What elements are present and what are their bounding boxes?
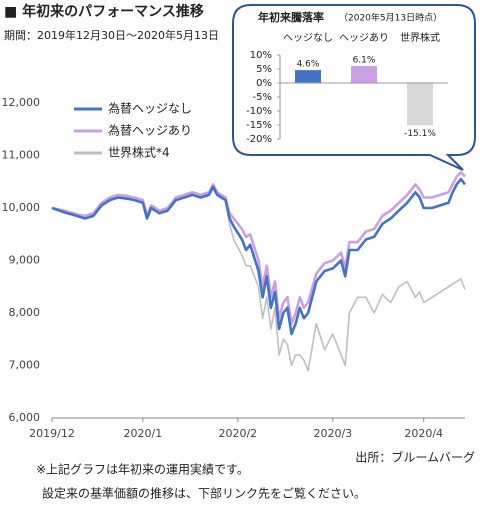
value-label: -15.1% [404,129,436,139]
y-tick-label: 8,000 [9,306,41,319]
page-title: ■ 年初来のパフォーマンス推移 [4,3,204,20]
x-tick-label: ヘッジあり [339,32,389,44]
line-series [51,171,466,325]
legend-label: 為替ヘッジあり [108,124,192,138]
legend-label: 為替ヘッジなし [108,102,192,116]
note: ※上記グラフは年初来の運用実績です。 [36,462,249,477]
inset-subtitle: （2020年5月13日時点） [339,12,442,24]
bar [295,70,321,83]
y-tick-label: 6,000 [9,411,41,424]
value-label: 4.6% [297,60,320,70]
note: 設定来の基準価額の推移は、下部リンク先をご覧ください。 [42,486,366,501]
y-tick-label: 0% [256,78,272,89]
x-tick-label: 2020/1 [124,427,163,440]
x-tick-label: 2020/2 [218,427,257,440]
x-tick-label: ヘッジなし [283,32,333,44]
y-tick-label: 10% [250,50,272,61]
y-tick-label: 5% [256,64,272,75]
inset-title: 年初来騰落率 [258,10,324,24]
x-tick-label: 世界株式 [400,31,440,44]
y-tick-label: 7,000 [9,359,41,372]
y-tick-label: 9,000 [9,254,41,267]
bar [351,65,377,83]
x-tick-label: 2019/12 [29,427,75,440]
bar [407,83,433,126]
x-tick-label: 2020/4 [404,427,443,440]
y-tick-label: -20% [246,134,272,145]
period: 期間：2019年12月30日～2020年5月13日 [4,28,219,42]
y-tick-label: -5% [253,92,272,103]
y-tick-label: 10,000 [2,201,41,214]
legend-label: 世界株式*4 [108,145,170,160]
value-label: 6.1% [353,55,376,65]
callout-bubble [232,4,476,171]
x-tick-label: 2020/3 [313,427,352,440]
y-tick-label: -10% [246,106,272,117]
source: 出所：ブルームバーグ [355,450,475,465]
y-tick-label: 11,000 [2,149,41,162]
line-series [51,177,467,336]
y-tick-label: -15% [246,120,272,131]
y-tick-label: 12,000 [2,96,41,109]
